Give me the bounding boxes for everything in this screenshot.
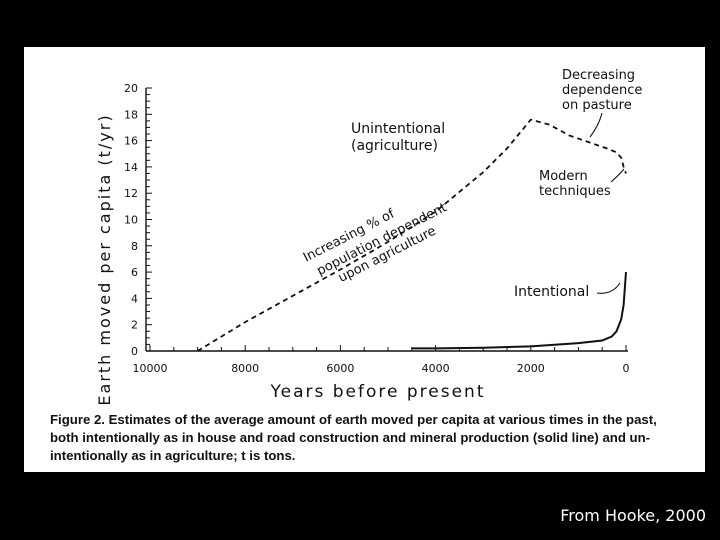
series-layer [197, 118, 627, 352]
caption-line-2: both intentionally as in house and road … [50, 430, 651, 445]
x-axis-title: Years before present [270, 382, 486, 402]
pointer-decreasing [589, 112, 603, 138]
pointer-modern [610, 168, 625, 183]
annotations: Unintentional(agriculture) Decreasingdepe… [301, 68, 642, 300]
annotation-decreasing-line: on pasture [562, 98, 632, 113]
y-tick-label: 12 [124, 187, 138, 200]
x-tick-label: 8000 [231, 362, 259, 375]
y-tick-label: 18 [124, 108, 138, 121]
annotation-unintentional: Unintentional(agriculture) [351, 121, 445, 154]
x-tick-label: 2000 [517, 362, 545, 375]
y-tick-label: 16 [124, 135, 138, 148]
annotation-modern-line: techniques [539, 184, 611, 199]
y-tick-label: 6 [131, 266, 138, 279]
y-axis-title: Earth moved per capita (t/yr) [95, 113, 114, 405]
annotation-decreasing-line: dependence [562, 83, 642, 98]
annotation-decreasing-line: Decreasing [562, 68, 635, 83]
y-tick-label: 2 [131, 319, 138, 332]
figure-caption: Figure 2. Estimates of the average amoun… [50, 411, 700, 465]
series-line-intentional [411, 272, 627, 350]
caption-line-3: intentionally as in agriculture; t is to… [50, 448, 296, 463]
source-credit: From Hooke, 2000 [560, 506, 706, 525]
y-tick-label: 8 [131, 240, 138, 253]
y-tick-label: 0 [131, 345, 138, 358]
x-tick-label: 6000 [326, 362, 354, 375]
caption-line-1: Figure 2. Estimates of the average amoun… [50, 412, 657, 427]
figure-panel: Earth moved per capita (t/yr) Years befor… [24, 47, 705, 472]
x-tick-label: 10000 [133, 362, 168, 375]
annotation-unintentional-line: Unintentional [351, 121, 445, 137]
y-tick-label: 20 [124, 82, 138, 95]
series-line-unintentional [197, 118, 627, 352]
axes: Earth moved per capita (t/yr) Years befor… [95, 88, 628, 406]
x-tick-label: 4000 [422, 362, 450, 375]
annotation-modern-line: Modern [539, 169, 588, 184]
pointer-intentional [596, 282, 621, 294]
ticks: 0 2 4 6 8 10 12 14 16 18 20 10000 8000 6000 4000 2000 0 [124, 82, 630, 375]
annotation-unintentional-line: (agriculture) [351, 138, 438, 154]
annotation-intentional: Intentional [514, 284, 589, 300]
y-tick-label: 4 [131, 292, 138, 305]
x-tick-label: 0 [623, 362, 630, 375]
y-tick-label: 10 [124, 214, 138, 227]
chart: Earth moved per capita (t/yr) Years befor… [95, 68, 642, 406]
y-tick-label: 14 [124, 161, 138, 174]
